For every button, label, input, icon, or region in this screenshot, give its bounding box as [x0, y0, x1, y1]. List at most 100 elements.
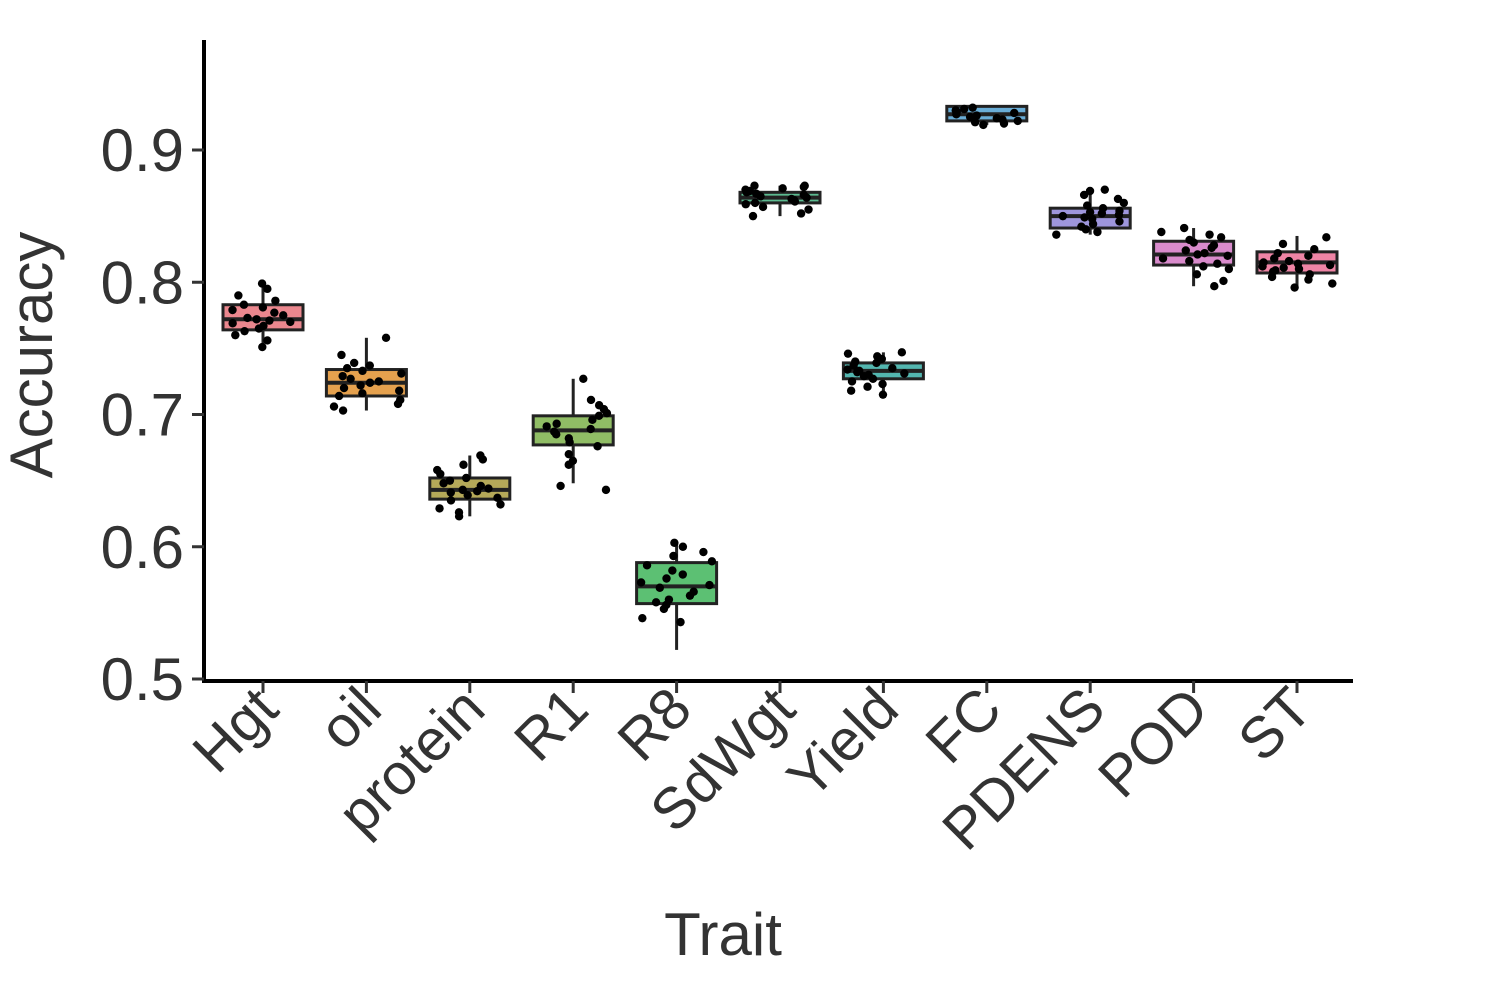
data-point — [662, 574, 671, 583]
data-point — [279, 311, 288, 320]
data-point — [338, 371, 347, 381]
data-point — [636, 578, 646, 587]
data-point — [564, 449, 573, 459]
data-point — [638, 613, 647, 623]
data-point — [864, 370, 873, 380]
box-group — [945, 103, 1029, 130]
box-group — [1152, 223, 1236, 291]
data-point — [888, 364, 897, 373]
data-point — [1088, 214, 1097, 223]
data-point — [1216, 233, 1226, 242]
data-point — [1205, 230, 1214, 239]
box-group — [531, 374, 615, 495]
data-point — [873, 352, 882, 361]
data-point — [1273, 248, 1282, 258]
data-point — [588, 415, 597, 424]
y-tick-label: 0.5 — [101, 646, 184, 713]
data-point — [799, 190, 808, 200]
data-point — [1179, 223, 1189, 233]
data-point — [804, 205, 813, 214]
data-point — [339, 383, 349, 393]
data-point — [1077, 222, 1086, 231]
y-tick-label: 0.8 — [101, 249, 184, 316]
data-point — [863, 382, 872, 391]
data-point — [1310, 244, 1319, 254]
data-point — [463, 490, 472, 500]
data-point — [593, 442, 602, 451]
data-point — [358, 389, 367, 398]
data-point — [979, 120, 988, 130]
data-point — [552, 419, 561, 428]
data-point — [556, 481, 565, 491]
data-point — [334, 391, 344, 401]
data-point — [454, 508, 464, 517]
data-point — [855, 366, 864, 376]
data-point — [960, 104, 969, 114]
data-point — [397, 369, 406, 378]
data-point — [1093, 227, 1102, 237]
data-point — [594, 401, 604, 410]
box-group — [1048, 185, 1132, 239]
x-tick-label: ST — [1226, 675, 1324, 773]
data-point — [843, 349, 853, 358]
x-tick-label: R1 — [502, 675, 600, 773]
data-point — [550, 427, 559, 436]
x-tick-label: Yield — [775, 675, 911, 811]
data-point — [1213, 259, 1222, 268]
data-point — [741, 185, 750, 194]
box-rect — [635, 561, 719, 606]
data-point — [270, 308, 279, 317]
data-point — [446, 496, 456, 505]
data-point — [579, 374, 588, 383]
data-point — [851, 357, 860, 366]
data-point — [951, 106, 960, 115]
data-point — [1278, 239, 1288, 249]
data-point — [1185, 235, 1194, 245]
data-point — [758, 202, 768, 212]
box-group — [635, 538, 719, 650]
box-group — [428, 451, 512, 521]
data-point — [459, 460, 468, 469]
data-point — [476, 451, 485, 460]
y-tick-label: 0.7 — [101, 382, 184, 449]
x-tick-label: Hgt — [180, 675, 290, 785]
data-point — [847, 377, 857, 386]
data-point — [337, 350, 346, 360]
data-point — [1113, 194, 1123, 204]
data-point — [329, 402, 339, 411]
data-point — [965, 112, 975, 122]
data-point — [1328, 279, 1337, 288]
y-axis-title: Accuracy — [0, 232, 65, 479]
data-point — [678, 542, 688, 551]
data-point — [231, 330, 240, 340]
data-point — [433, 465, 442, 475]
data-point — [271, 296, 280, 305]
data-point — [374, 377, 383, 386]
data-point — [476, 481, 486, 491]
data-point — [778, 184, 787, 193]
data-point — [878, 379, 887, 389]
data-point — [676, 617, 685, 627]
data-point — [1304, 251, 1313, 260]
data-point — [263, 336, 272, 345]
plot-area — [221, 103, 1339, 650]
x-tick-label: POD — [1086, 675, 1221, 810]
data-point — [1200, 248, 1209, 258]
data-point — [349, 358, 359, 368]
data-point — [1083, 201, 1092, 210]
data-point — [1192, 270, 1202, 279]
data-point — [1271, 266, 1280, 275]
data-point — [1115, 206, 1124, 216]
data-point — [900, 369, 909, 378]
data-point — [664, 595, 674, 604]
data-point — [669, 551, 678, 561]
data-point — [1219, 276, 1228, 286]
data-point — [1290, 283, 1299, 292]
data-point — [439, 479, 448, 488]
data-point — [542, 422, 551, 431]
data-point — [1279, 263, 1288, 272]
data-point — [228, 319, 237, 328]
data-point — [642, 561, 652, 570]
